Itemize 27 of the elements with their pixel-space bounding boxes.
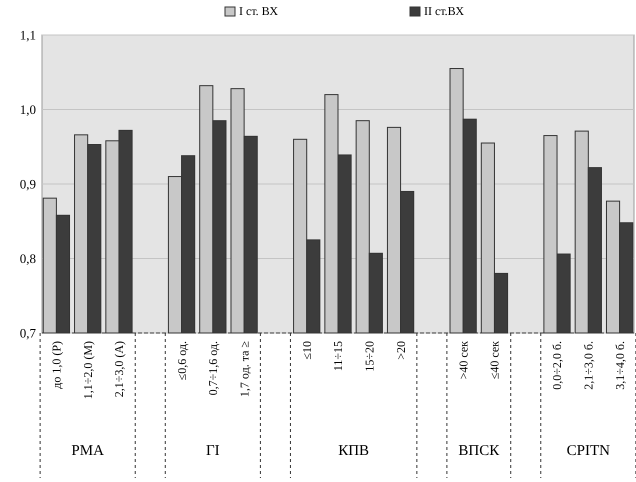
x-tick-label: 15÷20: [362, 341, 376, 372]
y-tick-label: 1,1: [20, 28, 36, 43]
x-tick-label: 1,7 од. та ≥: [237, 340, 252, 398]
x-tick-label: >20: [394, 341, 408, 360]
text: ВПСК: [458, 443, 500, 459]
x-tick-label: ≤0,6 од.: [174, 341, 189, 380]
x-tick-label: ≤10: [300, 341, 314, 360]
x-tick-label: 2,1÷3,0 б.: [582, 341, 596, 390]
x-tick-label: 2,1÷3,0 (А): [112, 341, 126, 398]
y-tick-label: 1,0: [20, 102, 36, 118]
y-tick-label: 0,8: [20, 251, 36, 266]
y-tick-label: 0,7: [20, 326, 36, 341]
x-tick-label: 0,0÷2,0 б.: [550, 341, 564, 390]
x-tick-label: 3,1÷4,0 б.: [612, 341, 627, 390]
y-tick-label: 0,9: [20, 176, 36, 192]
x-tick-label: до 1,0 (Р): [50, 341, 64, 389]
x-tick-label: 1,1÷2,0 (М): [80, 341, 95, 400]
x-tick-label: ≤40 сек: [488, 340, 502, 380]
legend-label: II ст.ВХ: [424, 4, 464, 18]
text: СРІТN: [566, 443, 610, 459]
text: КПВ: [338, 443, 370, 459]
text: РМА: [71, 443, 104, 459]
x-tick-label: >40 сек: [456, 340, 470, 380]
x-tick-label: 11÷15: [331, 341, 346, 372]
x-tick-label: 0,7÷1,6 од.: [206, 341, 220, 396]
text: ГІ: [206, 443, 220, 459]
legend-label: I ст. ВХ: [239, 4, 278, 18]
